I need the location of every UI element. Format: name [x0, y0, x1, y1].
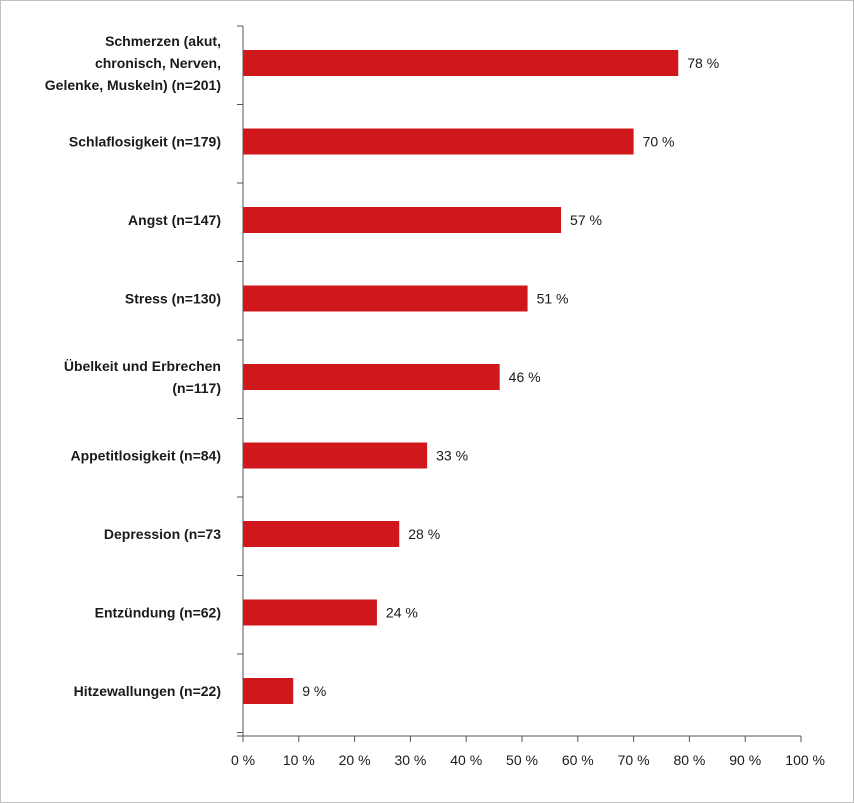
bar-0 — [243, 50, 679, 76]
category-label-line: Angst (n=147) — [128, 212, 221, 228]
bar-3 — [243, 285, 528, 312]
category-label-line: Schmerzen (akut, — [105, 33, 221, 49]
category-label-1: Schlaflosigkeit (n=179) — [69, 134, 221, 150]
bar-4 — [243, 364, 500, 390]
bar-8 — [243, 678, 294, 704]
bar-6 — [243, 521, 400, 547]
x-tick-label-9: 90 % — [729, 752, 761, 768]
value-label-6: 28 % — [408, 526, 440, 542]
category-label-line: Appetitlosigkeit (n=84) — [70, 448, 221, 464]
x-tick-label-10: 100 % — [785, 752, 825, 768]
category-label-7: Entzündung (n=62) — [95, 605, 221, 621]
bar-7 — [243, 599, 377, 626]
category-label-line: Schlaflosigkeit (n=179) — [69, 134, 221, 150]
x-tick-label-5: 50 % — [506, 752, 538, 768]
category-label-8: Hitzewallungen (n=22) — [74, 683, 221, 699]
category-label-2: Angst (n=147) — [128, 212, 221, 228]
category-label-line: Stress (n=130) — [125, 291, 221, 307]
value-labels-group: 78 % 70 % 57 % 51 % 46 % 33 % 28 % 24 % 9 % — [302, 55, 719, 699]
value-label-3: 51 % — [537, 291, 569, 307]
value-label-4: 46 % — [509, 369, 541, 385]
category-label-6: Depression (n=73 — [104, 526, 221, 542]
category-label-line: Entzündung (n=62) — [95, 605, 221, 621]
axes-group: 0 % 10 % 20 % 30 % 40 % 50 % 60 % 70 % 80 % 90 % 1… — [231, 25, 825, 768]
x-tick-label-6: 60 % — [562, 752, 594, 768]
value-label-7: 24 % — [386, 605, 418, 621]
bar-2 — [243, 207, 562, 233]
value-label-5: 33 % — [436, 448, 468, 464]
category-label-line: Gelenke, Muskeln) (n=201) — [45, 77, 221, 93]
category-label-5: Appetitlosigkeit (n=84) — [70, 448, 221, 464]
bar-1 — [243, 128, 634, 155]
category-label-line: chronisch, Nerven, — [95, 55, 221, 71]
category-label-line: Depression (n=73 — [104, 526, 221, 542]
category-label-line: (n=117) — [172, 380, 221, 396]
x-tick-label-7: 70 % — [618, 752, 650, 768]
x-tick-label-1: 10 % — [283, 752, 315, 768]
category-label-3: Stress (n=130) — [125, 291, 221, 307]
x-tick-label-8: 80 % — [673, 752, 705, 768]
value-label-2: 57 % — [570, 212, 602, 228]
value-label-0: 78 % — [687, 55, 719, 71]
category-labels-group: Schmerzen (akut, chronisch, Nerven, Gelenk… — [45, 33, 221, 699]
x-tick-label-0: 0 % — [231, 752, 255, 768]
category-label-4: Übelkeit und Erbrechen (n=117) — [64, 358, 221, 396]
value-label-8: 9 % — [302, 683, 326, 699]
bar-5 — [243, 442, 428, 469]
category-label-0: Schmerzen (akut, chronisch, Nerven, Gelenk… — [45, 33, 221, 93]
x-tick-label-4: 40 % — [450, 752, 482, 768]
category-label-line: Übelkeit und Erbrechen — [64, 358, 221, 374]
x-tick-label-3: 30 % — [394, 752, 426, 768]
category-label-line: Hitzewallungen (n=22) — [74, 683, 221, 699]
x-tick-label-2: 20 % — [339, 752, 371, 768]
bars-group — [243, 50, 679, 704]
value-label-1: 70 % — [643, 134, 675, 150]
